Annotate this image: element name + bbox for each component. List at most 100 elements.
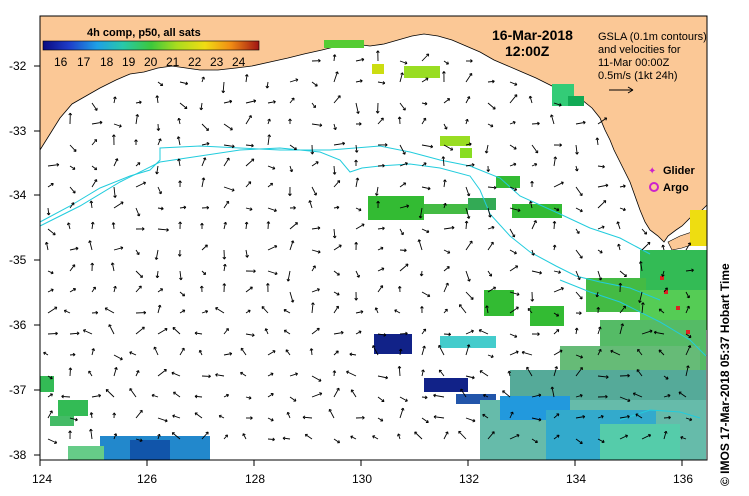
velocity-arrow-head bbox=[618, 282, 623, 286]
velocity-arrow bbox=[421, 117, 426, 125]
velocity-arrow bbox=[111, 262, 115, 272]
velocity-arrow-head bbox=[488, 273, 493, 277]
velocity-arrow-head bbox=[579, 311, 582, 315]
velocity-arrow-head bbox=[203, 272, 207, 275]
velocity-arrow-head bbox=[641, 302, 645, 305]
velocity-arrow bbox=[355, 270, 360, 278]
velocity-arrow-head bbox=[113, 195, 117, 198]
velocity-arrow-head bbox=[513, 251, 517, 255]
velocity-arrow-head bbox=[91, 348, 96, 351]
velocity-arrow-head bbox=[484, 150, 489, 154]
velocity-arrow bbox=[597, 249, 603, 254]
velocity-arrow-head bbox=[627, 373, 630, 378]
velocity-arrow bbox=[69, 165, 76, 170]
velocity-arrow bbox=[399, 116, 401, 125]
velocity-arrow-head bbox=[44, 241, 49, 245]
velocity-arrow-head bbox=[424, 101, 428, 106]
velocity-arrow-head bbox=[445, 431, 449, 435]
velocity-arrow-head bbox=[75, 417, 78, 422]
velocity-arrow-head bbox=[512, 234, 516, 238]
velocity-arrow-head bbox=[550, 386, 555, 390]
velocity-arrow-head bbox=[635, 413, 639, 417]
velocity-arrow-head bbox=[173, 391, 176, 395]
velocity-arrow bbox=[242, 433, 247, 440]
velocity-arrow bbox=[639, 291, 643, 303]
velocity-arrow bbox=[377, 285, 383, 293]
velocity-arrow bbox=[509, 144, 517, 150]
velocity-arrow bbox=[333, 142, 345, 146]
velocity-arrow-head bbox=[430, 144, 434, 149]
velocity-arrow-head bbox=[421, 369, 425, 373]
velocity-arrow-head bbox=[160, 206, 164, 211]
velocity-arrow-head bbox=[602, 164, 605, 169]
velocity-arrow bbox=[551, 386, 555, 398]
velocity-arrow-head bbox=[206, 141, 210, 146]
velocity-arrow bbox=[531, 394, 542, 398]
velocity-arrow-head bbox=[206, 127, 209, 131]
velocity-arrow bbox=[633, 392, 643, 398]
velocity-arrow-head bbox=[138, 100, 142, 105]
velocity-arrow-head bbox=[402, 107, 406, 111]
velocity-arrow-head bbox=[223, 221, 228, 225]
velocity-arrow bbox=[487, 80, 495, 83]
velocity-arrow bbox=[113, 158, 118, 167]
velocity-arrow-head bbox=[314, 83, 318, 87]
velocity-arrow bbox=[418, 239, 423, 251]
velocity-arrow bbox=[397, 433, 401, 440]
velocity-arrow-head bbox=[289, 169, 294, 173]
velocity-arrow-head bbox=[598, 326, 602, 330]
velocity-arrow-head bbox=[448, 332, 451, 337]
velocity-arrow-head bbox=[622, 207, 626, 212]
velocity-arrow-head bbox=[423, 117, 427, 121]
velocity-arrow-head bbox=[423, 162, 427, 166]
velocity-arrow bbox=[442, 156, 445, 167]
velocity-arrow bbox=[245, 286, 253, 293]
velocity-arrow-head bbox=[404, 398, 408, 402]
velocity-arrow-head bbox=[316, 288, 320, 292]
velocity-arrow-head bbox=[560, 287, 564, 291]
velocity-arrow-head bbox=[374, 193, 379, 196]
velocity-arrow-head bbox=[229, 351, 233, 356]
velocity-arrow bbox=[531, 163, 537, 167]
velocity-arrow-head bbox=[222, 283, 227, 286]
velocity-arrow bbox=[333, 387, 340, 398]
velocity-arrow bbox=[157, 138, 162, 146]
velocity-arrow-head bbox=[226, 200, 230, 204]
velocity-arrow-head bbox=[459, 304, 463, 308]
velocity-arrow-head bbox=[160, 288, 164, 292]
velocity-arrow bbox=[89, 240, 93, 251]
velocity-arrow-head bbox=[515, 306, 519, 310]
velocity-arrow bbox=[377, 333, 386, 336]
velocity-arrow bbox=[157, 186, 162, 194]
velocity-arrow-head bbox=[332, 235, 337, 239]
velocity-arrow-head bbox=[118, 124, 122, 128]
velocity-arrow-head bbox=[50, 270, 54, 275]
velocity-arrow bbox=[641, 302, 644, 314]
velocity-arrow bbox=[597, 438, 605, 443]
velocity-arrow-head bbox=[488, 214, 492, 218]
velocity-arrow-head bbox=[265, 85, 270, 89]
velocity-arrow bbox=[575, 291, 583, 300]
velocity-arrow bbox=[443, 431, 449, 440]
velocity-arrow bbox=[685, 417, 692, 421]
velocity-arrow-head bbox=[502, 390, 506, 394]
velocity-arrow bbox=[685, 242, 691, 251]
velocity-arrow-head bbox=[418, 215, 423, 219]
velocity-arrow bbox=[420, 270, 423, 277]
velocity-arrow bbox=[311, 102, 316, 108]
velocity-arrow bbox=[377, 247, 384, 251]
velocity-arrow-head bbox=[398, 348, 403, 352]
velocity-arrow bbox=[201, 310, 208, 314]
velocity-arrow-head bbox=[201, 177, 206, 181]
velocity-arrow-head bbox=[194, 331, 198, 336]
velocity-arrow bbox=[69, 202, 75, 209]
velocity-arrow bbox=[509, 291, 520, 296]
velocity-arrow-head bbox=[443, 202, 447, 206]
velocity-arrow-head bbox=[261, 306, 265, 310]
velocity-arrow bbox=[201, 157, 206, 167]
velocity-arrow-head bbox=[286, 278, 291, 282]
velocity-arrow bbox=[529, 95, 533, 104]
velocity-arrow-head bbox=[667, 393, 671, 398]
velocity-arrow bbox=[641, 434, 651, 440]
velocity-arrow bbox=[90, 412, 93, 419]
